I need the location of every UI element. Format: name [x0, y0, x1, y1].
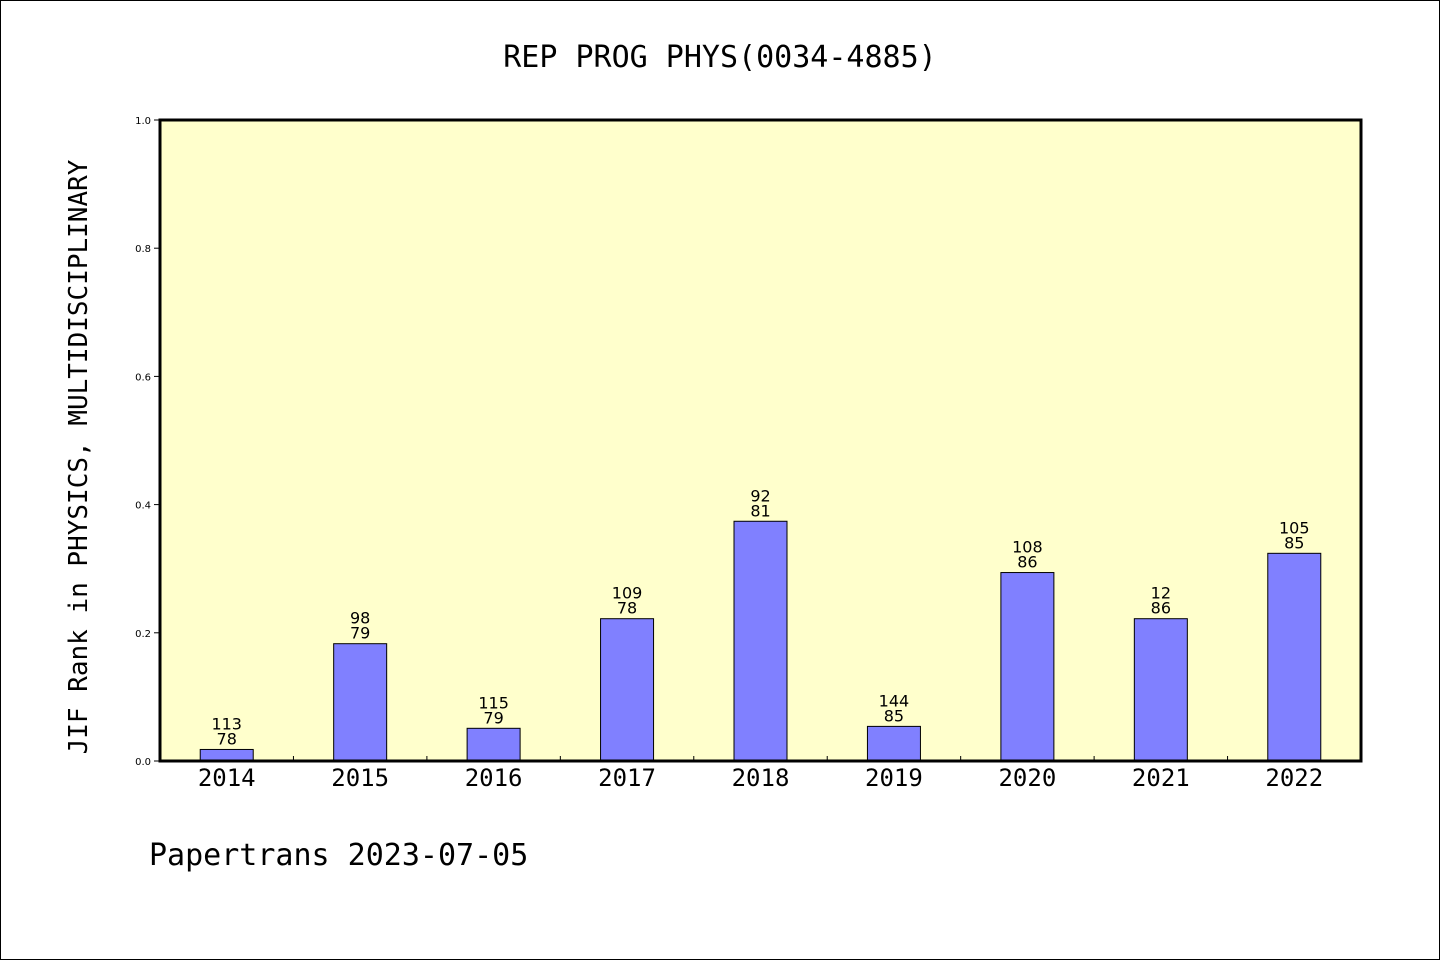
- x-tick-label: 2020: [998, 764, 1056, 792]
- bar-label-bottom: 86: [1151, 599, 1171, 618]
- bar-label-bottom: 79: [350, 624, 370, 643]
- bar-series: 1137898791157910978928114485108861286105…: [199, 486, 1322, 762]
- bar-label-bottom: 85: [884, 706, 904, 725]
- bar-label-top: 109: [612, 584, 643, 603]
- chart-title: REP PROG PHYS(0034-4885): [503, 40, 936, 75]
- bar-label-top: 115: [478, 693, 509, 712]
- x-tick-label: 2014: [198, 764, 256, 792]
- y-tick-label: 0.0: [135, 757, 151, 768]
- bar-2021: [1133, 618, 1188, 762]
- bar-label-top: 105: [1279, 518, 1310, 537]
- x-axis: 2014 2015 2016 2017 2018 2019 2020 2021 2022: [198, 756, 1323, 792]
- bar-label-top: 12: [1151, 584, 1171, 603]
- x-tick-label: 2015: [331, 764, 389, 792]
- bar-label-top: 98: [350, 609, 370, 628]
- bar-2017: [600, 618, 655, 762]
- bar-2018: [733, 520, 788, 762]
- footer-text: Papertrans 2023-07-05: [149, 838, 528, 873]
- y-tick-label: 0.2: [135, 629, 151, 640]
- bar-label-top: 108: [1012, 538, 1043, 557]
- x-tick-label: 2016: [465, 764, 523, 792]
- y-tick-label: 0.8: [135, 244, 151, 255]
- bar-label-top: 92: [750, 486, 770, 505]
- y-axis-label: JIF Rank in PHYSICS, MULTIDISCIPLINARY: [64, 159, 94, 754]
- x-tick-label: 2021: [1132, 764, 1190, 792]
- x-tick-label: 2019: [865, 764, 923, 792]
- y-axis: 0.0 0.2 0.4 0.6 0.8 1.0: [135, 116, 160, 768]
- bar-label-bottom: 78: [217, 729, 237, 748]
- y-tick-label: 0.4: [135, 501, 151, 512]
- bar-2015: [333, 643, 388, 762]
- bar-2014: [199, 748, 254, 762]
- bar-label-top: 144: [879, 691, 910, 710]
- bar-label-bottom: 78: [617, 599, 637, 618]
- bar-2019: [866, 725, 921, 762]
- plot-border: [158, 118, 1363, 763]
- bar-label-bottom: 86: [1017, 553, 1037, 572]
- x-tick-label: 2018: [732, 764, 790, 792]
- bar-label-bottom: 85: [1284, 533, 1304, 552]
- y-tick-label: 1.0: [135, 116, 151, 127]
- bar-2016: [466, 727, 521, 762]
- bar-label-bottom: 81: [750, 501, 770, 520]
- x-tick-label: 2022: [1265, 764, 1323, 792]
- bar-label-bottom: 79: [483, 708, 503, 727]
- x-tick-label: 2017: [598, 764, 656, 792]
- y-tick-label: 0.6: [135, 372, 151, 383]
- bar-2020: [1000, 572, 1055, 762]
- bar-2022: [1267, 552, 1322, 762]
- bar-label-top: 113: [211, 714, 242, 733]
